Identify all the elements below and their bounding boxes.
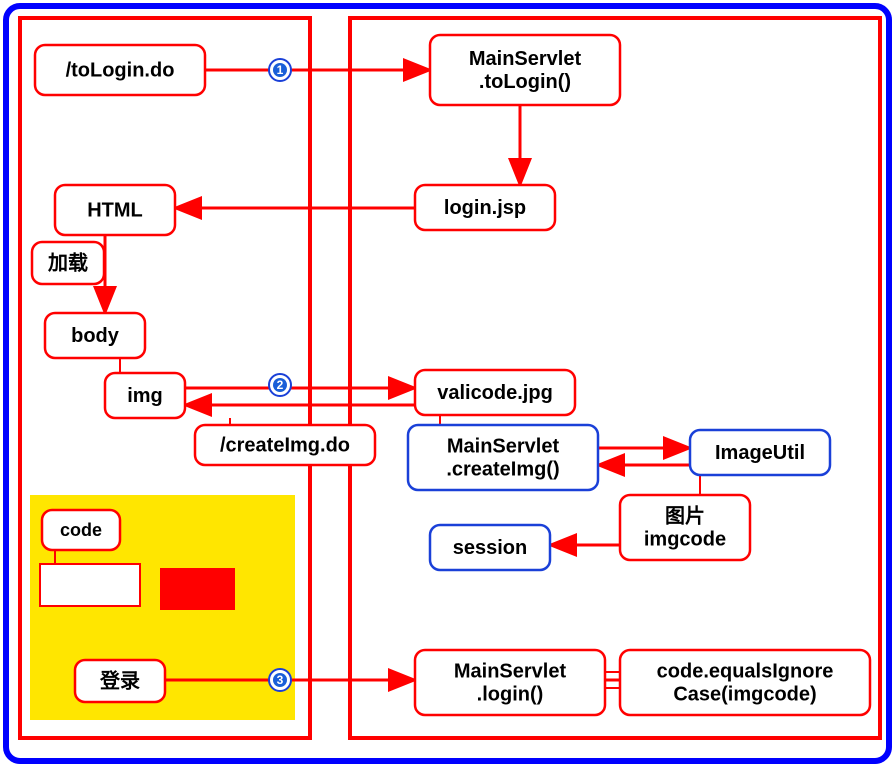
step-badge-text-2: 2: [277, 378, 284, 392]
node-mainCreateImg-text-1: .createImg(): [446, 458, 559, 480]
node-mainCreateImg-text-0: MainServlet: [447, 435, 560, 457]
node-loadLabel-text-0: 加载: [47, 250, 88, 274]
node-code-text-0: code: [60, 520, 102, 540]
input-box: [40, 564, 140, 606]
node-loginBtn-text-0: 登录: [99, 668, 140, 692]
node-picLabel-text-1: imgcode: [644, 528, 726, 550]
node-mainToLogin-text-0: MainServlet: [469, 48, 582, 70]
node-mainToLogin-text-1: .toLogin(): [479, 71, 571, 93]
node-loginJsp-text-0: login.jsp: [444, 197, 526, 219]
node-mainLogin-text-0: MainServlet: [454, 660, 567, 682]
node-toLogin-text-0: /toLogin.do: [66, 59, 175, 81]
node-body-text-0: body: [71, 325, 120, 347]
node-codeEquals-text-0: code.equalsIgnore: [657, 660, 834, 682]
node-codeEquals-text-1: Case(imgcode): [673, 683, 816, 705]
node-html-text-0: HTML: [87, 199, 143, 221]
node-imageUtil-text-0: ImageUtil: [715, 442, 805, 464]
node-picLabel-text-0: 图片: [665, 504, 705, 527]
node-createImgDo-text-0: /createImg.do: [220, 434, 350, 456]
step-badge-text-1: 1: [277, 63, 284, 77]
flowchart-diagram: 123/toLogin.doMainServlet.toLogin()login…: [0, 0, 895, 767]
node-session-text-0: session: [453, 537, 527, 559]
node-valicode-text-0: valicode.jpg: [437, 382, 553, 404]
step-badge-text-3: 3: [277, 673, 284, 687]
node-mainLogin-text-1: .login(): [477, 683, 544, 705]
node-img-text-0: img: [127, 385, 163, 407]
red-box: [160, 568, 235, 610]
